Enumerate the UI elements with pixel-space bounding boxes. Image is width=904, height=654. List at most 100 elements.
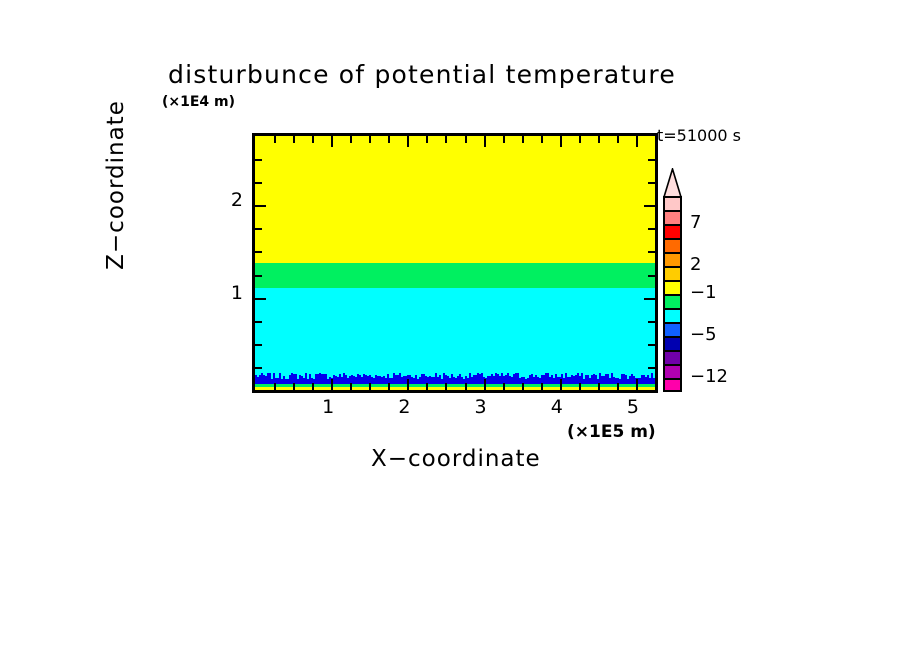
noise-sample (427, 377, 429, 385)
noise-sample (439, 375, 441, 385)
noise-sample (297, 379, 299, 385)
noise-sample (281, 379, 283, 385)
noise-sample (319, 373, 321, 385)
noise-sample (385, 378, 387, 385)
noise-sample (497, 374, 499, 385)
noise-sample (531, 374, 533, 385)
noise-sample (575, 375, 577, 385)
noise-sample (461, 377, 463, 385)
y-tick (255, 274, 262, 277)
noise-sample (481, 373, 483, 385)
noise-sample (431, 377, 433, 385)
noise-sample (509, 376, 511, 385)
x-tick-label: 1 (322, 396, 335, 418)
noise-sample (419, 377, 421, 385)
noise-sample (367, 376, 369, 385)
y-tick (255, 297, 266, 300)
noise-sample (629, 376, 631, 385)
x-tick (502, 136, 505, 143)
colorbar-cell (663, 210, 682, 224)
noise-sample (443, 373, 445, 385)
time-annotation: t=51000 s (657, 126, 741, 145)
noise-sample (277, 378, 279, 385)
x-tick (388, 383, 391, 390)
noise-sample (603, 376, 605, 385)
noise-sample (361, 377, 363, 385)
noise-sample (495, 373, 497, 385)
noise-sample (475, 375, 477, 385)
y-tick (255, 343, 262, 346)
noise-sample (549, 377, 551, 385)
x-tick (274, 136, 277, 143)
noise-sample (269, 373, 271, 385)
x-tick (369, 136, 372, 143)
x-tick (635, 379, 638, 390)
noise-sample (501, 373, 503, 385)
noise-sample (523, 377, 525, 385)
y-tick (648, 228, 655, 231)
y-tick (255, 228, 262, 231)
y-tick (644, 205, 655, 208)
noise-sample (325, 374, 327, 385)
x-tick (616, 136, 619, 143)
noise-sample (581, 373, 583, 385)
noise-sample (529, 375, 531, 385)
x-tick (597, 383, 600, 390)
noise-sample (577, 373, 579, 385)
noise-sample (413, 378, 415, 385)
noise-sample (381, 377, 383, 385)
colorbar-cell (663, 196, 682, 210)
noise-sample (311, 378, 313, 385)
noise-sample (649, 378, 651, 385)
noise-sample (257, 377, 259, 385)
x-tick (350, 136, 353, 143)
field-region-upper-troposphere (255, 136, 655, 263)
y-tick (648, 182, 655, 185)
noise-sample (363, 374, 365, 385)
x-tick (407, 379, 410, 390)
noise-sample (607, 374, 609, 385)
noise-sample (387, 374, 389, 385)
noise-sample (455, 378, 457, 385)
noise-sample (359, 375, 361, 385)
colorbar-tick-label: −1 (690, 282, 717, 303)
noise-sample (539, 378, 541, 385)
noise-sample (477, 373, 479, 385)
noise-sample (465, 376, 467, 385)
noise-sample (623, 374, 625, 385)
noise-sample (519, 378, 521, 385)
y-tick (648, 366, 655, 369)
noise-sample (323, 374, 325, 385)
noise-sample (375, 375, 377, 385)
noise-sample (467, 378, 469, 385)
noise-sample (641, 375, 643, 385)
noise-sample (585, 375, 587, 385)
noise-sample (621, 374, 623, 385)
noise-sample (525, 379, 527, 385)
noise-sample (377, 376, 379, 385)
noise-sample (561, 374, 563, 385)
noise-sample (421, 374, 423, 385)
noise-sample (423, 374, 425, 385)
noise-sample (271, 379, 273, 385)
noise-sample (295, 374, 297, 385)
noise-sample (573, 376, 575, 385)
x-tick (483, 136, 486, 147)
y-tick (255, 182, 262, 185)
y-tick-label: 1 (230, 281, 243, 304)
noise-sample (395, 375, 397, 385)
noise-sample (433, 377, 435, 385)
noise-sample (425, 376, 427, 385)
colorbar-cell (663, 308, 682, 322)
noise-sample (449, 378, 451, 385)
x-tick (559, 379, 562, 390)
noise-sample (339, 374, 341, 385)
noise-sample (273, 372, 275, 385)
y-tick-label: 2 (230, 189, 243, 212)
noise-sample (639, 378, 641, 385)
noise-sample (637, 378, 639, 385)
x-tick (483, 379, 486, 390)
surface-noise-strip (255, 372, 655, 385)
noise-sample (507, 373, 509, 385)
noise-sample (479, 374, 481, 385)
